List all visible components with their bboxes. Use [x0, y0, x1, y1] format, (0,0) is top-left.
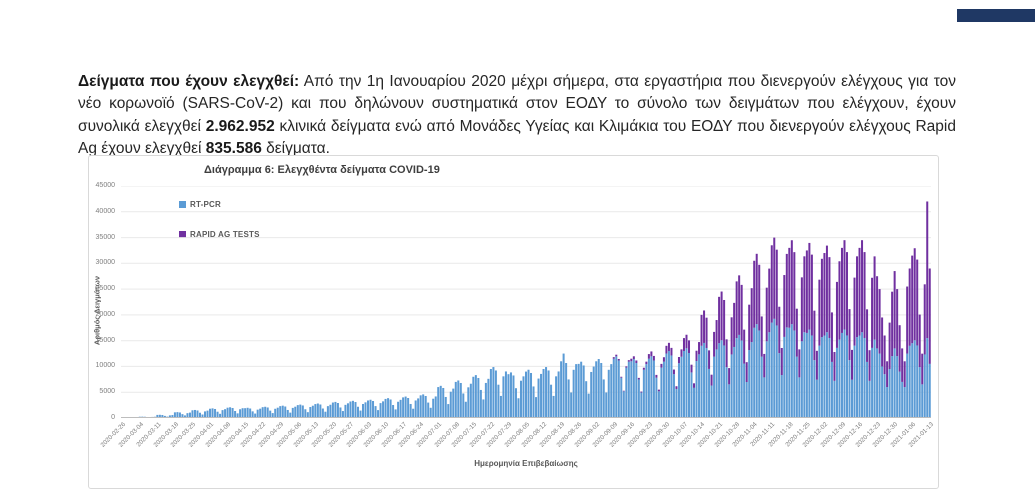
legend-swatch-rt-pcr: [179, 201, 186, 208]
y-tick-label: 0: [111, 414, 115, 421]
y-tick-label: 30000: [95, 259, 115, 267]
plot-area: [121, 186, 931, 418]
paragraph-text-1: Από την 1η Ιανουαρίου 2020 μέχρι σήμερα,…: [78, 72, 956, 135]
y-tick-label: 25000: [95, 285, 115, 293]
paragraph-text-2: κλινικά δείγματα ενώ από Μονάδες Υγείας …: [78, 117, 956, 158]
y-tick-label: 10000: [95, 362, 115, 370]
y-axis-tick-labels: 0 5000 10000 15000 20000 25000 30000 35000 40000…: [89, 182, 117, 421]
y-tick-label: 20000: [95, 310, 115, 318]
y-tick-label: 15000: [95, 336, 115, 344]
y-tick-label: 40000: [95, 207, 115, 215]
x-axis-title: Ημερομηνία Επιβεβαίωσης: [474, 459, 578, 468]
legend-item-rapid-ag: RAPID AG TESTS: [179, 230, 260, 239]
legend-label-rt-pcr: RT-PCR: [190, 200, 221, 209]
y-tick-label: 45000: [95, 182, 115, 189]
y-tick-label: 35000: [95, 233, 115, 241]
legend-swatch-rapid-ag: [179, 231, 186, 238]
total-rapid-ag-samples: 835.586: [205, 140, 262, 157]
legend-item-rt-pcr: RT-PCR: [179, 200, 221, 209]
chart-panel: Διάγραμμα 6: Ελεγχθέντα δείγματα COVID-1…: [88, 155, 939, 489]
y-tick-label: 5000: [99, 388, 115, 396]
header-accent-bar: [957, 9, 1035, 22]
paragraph-lead: Δείγματα που έχουν ελεγχθεί:: [78, 72, 300, 90]
x-axis-tick-labels: 2020-02-26 2020-03-04 2020-03-11 2020-03-18…: [99, 421, 935, 449]
total-rt-pcr-samples: 2.962.952: [205, 117, 275, 135]
paragraph-text-3: δείγματα.: [261, 140, 330, 157]
chart-title: Διάγραμμα 6: Ελεγχθέντα δείγματα COVID-1…: [204, 164, 440, 176]
stacked-bar-chart: [121, 186, 931, 418]
legend-label-rapid-ag: RAPID AG TESTS: [190, 230, 260, 239]
summary-paragraph: Δείγματα που έχουν ελεγχθεί: Από την 1η …: [78, 71, 956, 161]
